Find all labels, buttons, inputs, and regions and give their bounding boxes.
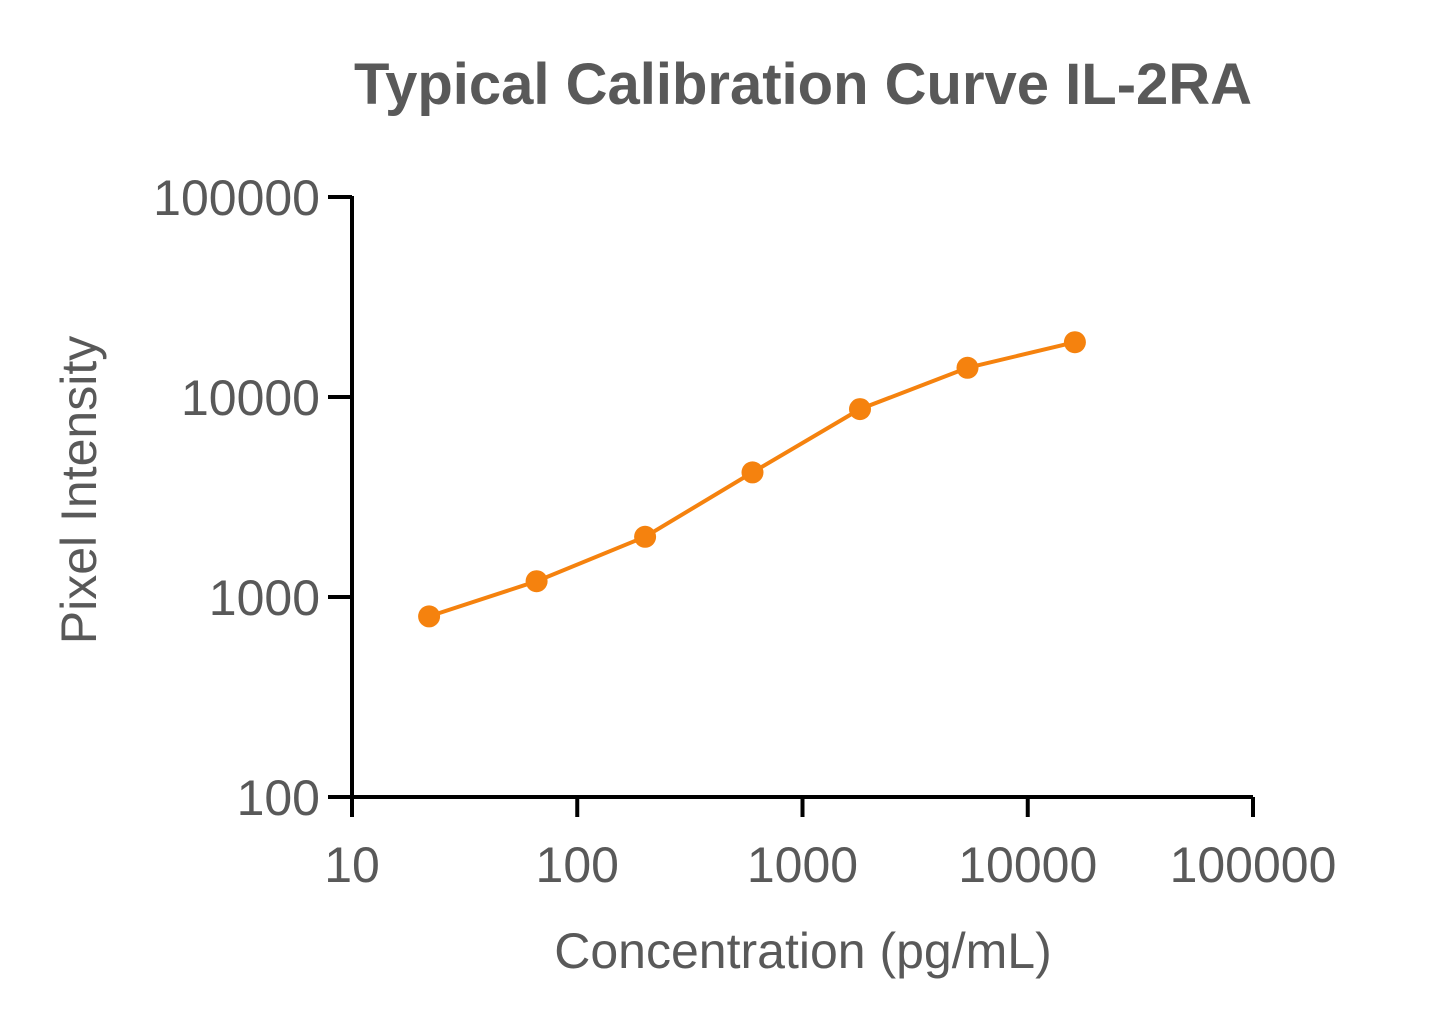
x-tick-label: 1000 <box>747 837 858 893</box>
data-point <box>956 356 979 379</box>
data-point <box>525 570 548 593</box>
data-point <box>634 525 657 548</box>
y-axis-ticks: 100 1000 10000 100000 <box>153 170 352 826</box>
x-tick-label: 10000 <box>958 837 1097 893</box>
y-axis-label: Pixel Intensity <box>51 336 107 644</box>
data-point <box>1063 331 1086 354</box>
data-point <box>418 605 441 628</box>
x-tick-label: 10 <box>324 837 380 893</box>
x-axis-label: Concentration (pg/mL) <box>554 923 1051 979</box>
x-tick-label: 100 <box>536 837 619 893</box>
y-tick-label: 10000 <box>181 370 320 426</box>
y-tick-label: 1000 <box>209 570 320 626</box>
y-tick-label: 100 <box>237 770 320 826</box>
x-axis-ticks: 10 100 1000 10000 100000 <box>324 797 1336 893</box>
data-point <box>849 398 871 421</box>
series-layer <box>418 331 1086 628</box>
chart-title: Typical Calibration Curve IL-2RA <box>354 52 1252 117</box>
y-tick-label: 100000 <box>153 170 320 226</box>
data-point <box>741 461 764 484</box>
x-tick-label: 100000 <box>1170 837 1337 893</box>
